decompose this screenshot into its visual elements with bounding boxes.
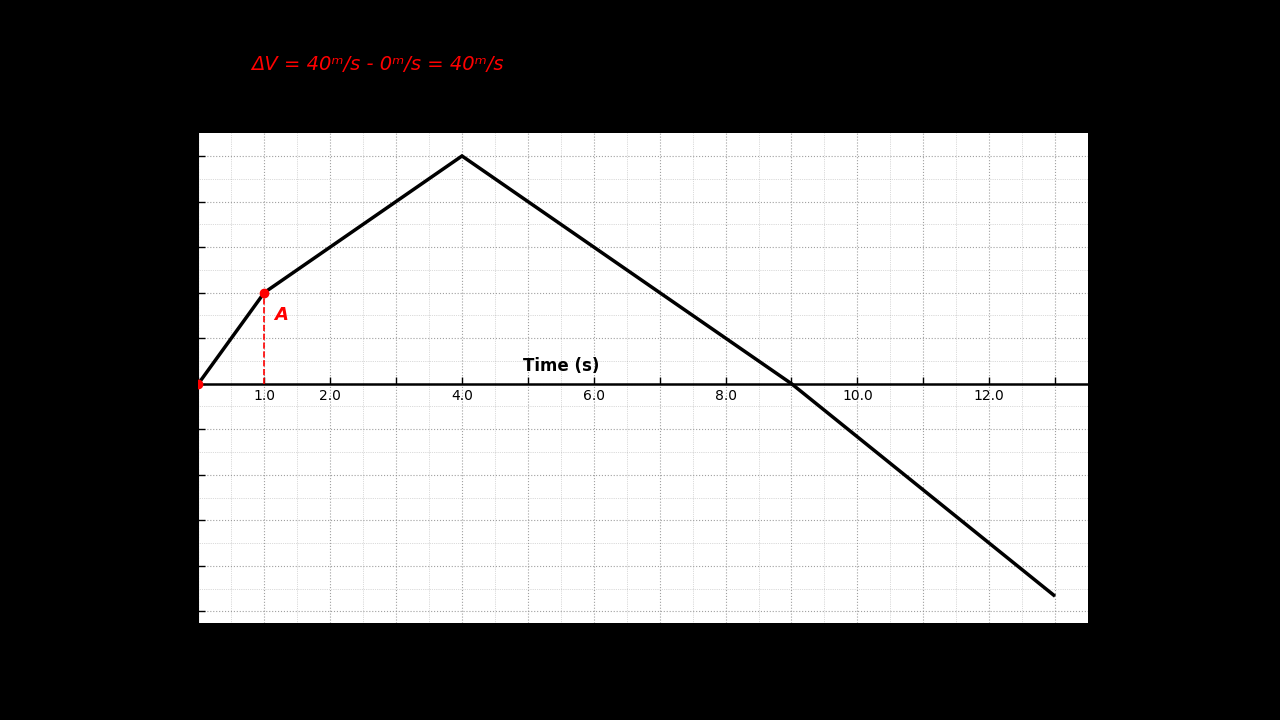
- Text: Time (s): Time (s): [522, 356, 599, 374]
- Text: V/T Graphs: V/T Graphs: [653, 44, 883, 86]
- Y-axis label: Velocity (m/s): Velocity (m/s): [138, 313, 156, 443]
- Text: ΔV = 40ᵐ/s - 0ᵐ/s = 40ᵐ/s: ΔV = 40ᵐ/s - 0ᵐ/s = 40ᵐ/s: [251, 55, 504, 74]
- Title: Velocity vs. Time: Velocity vs. Time: [543, 106, 744, 126]
- Text: A: A: [274, 306, 288, 324]
